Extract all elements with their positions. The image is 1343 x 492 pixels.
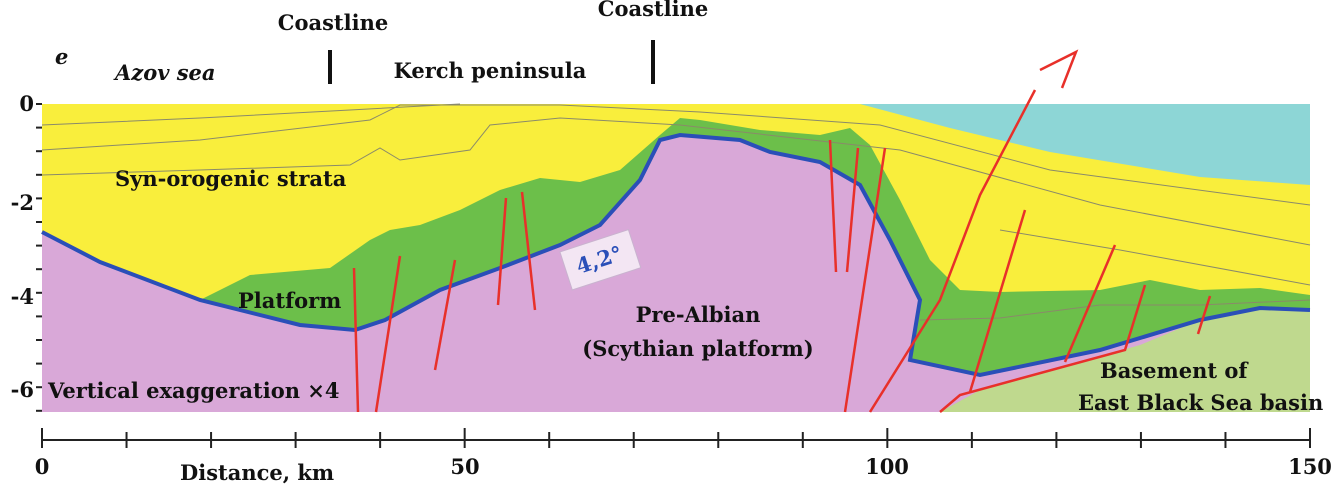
x-tick-label: 50 <box>450 454 479 479</box>
y-tick-label: 0 <box>19 91 34 116</box>
y-tick-label: -6 <box>11 377 34 402</box>
x-tick-label: 150 <box>1288 454 1332 479</box>
unit-label: Syn-orogenic strata <box>115 166 347 191</box>
label: Coastline <box>278 10 388 35</box>
cross-section: e Azov sea Coastline Coastline Kerch pen… <box>0 0 1343 492</box>
unit-label: Platform <box>238 288 341 313</box>
y-axis: 0 -2 -4 -6 <box>11 91 34 402</box>
x-axis-label: Distance, km <box>180 460 334 485</box>
x-tick-label: 100 <box>865 454 909 479</box>
panel-label: e <box>55 44 68 69</box>
label: Azov sea <box>113 60 216 85</box>
label: Coastline <box>598 0 708 21</box>
unit-label: Pre-Albian <box>636 302 761 327</box>
y-tick-label: -4 <box>11 284 34 309</box>
unit-label: (Scythian platform) <box>582 336 813 361</box>
y-tick-label: -2 <box>11 190 34 215</box>
x-axis: 0 50 100 150 Distance, km <box>35 428 1332 485</box>
x-tick-label: 0 <box>35 454 50 479</box>
unit-label: Basement of <box>1100 358 1249 383</box>
label: Kerch peninsula <box>394 58 587 83</box>
note: Vertical exaggeration ×4 <box>47 378 340 403</box>
unit-label: East Black Sea basin <box>1078 390 1323 415</box>
